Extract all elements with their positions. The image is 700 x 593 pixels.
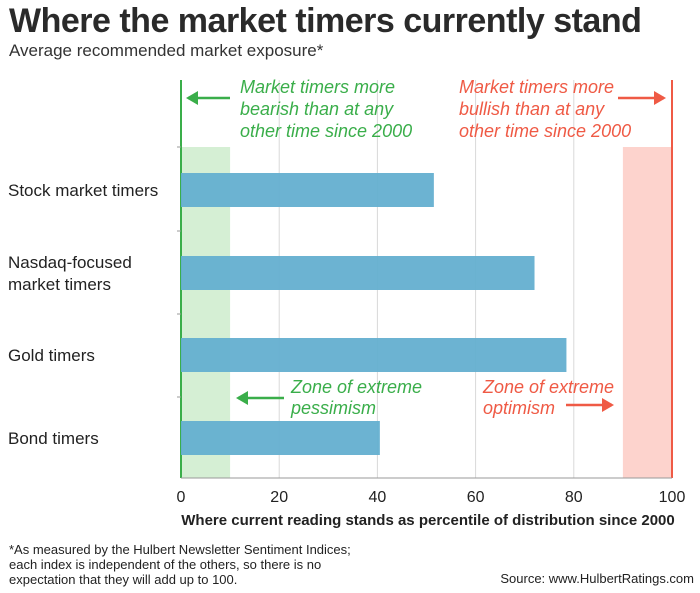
x-tick-label: 60 [467, 489, 485, 506]
footnote-line: *As measured by the Hulbert Newsletter S… [9, 542, 351, 557]
pessimism-arrow-head [236, 391, 248, 405]
footnote: *As measured by the Hulbert Newsletter S… [9, 542, 429, 587]
x-tick-label: 0 [177, 489, 186, 506]
optimism-arrow-head [602, 398, 614, 412]
bar [181, 256, 535, 290]
pessimism-annotation: pessimism [290, 398, 376, 418]
x-axis-label: Where current reading stands as percenti… [181, 512, 674, 529]
chart-title: Where the market timers currently stand [9, 2, 642, 40]
bearish-annotation: other time since 2000 [240, 121, 412, 141]
chart-subtitle: Average recommended market exposure* [9, 41, 324, 60]
bearish-annotation: bearish than at any [240, 99, 394, 119]
pessimism-annotation: Zone of extreme [290, 377, 422, 397]
x-tick-label: 80 [565, 489, 583, 506]
category-label: Bond timers [8, 429, 99, 448]
bar [181, 338, 567, 372]
optimism-zone [622, 147, 672, 478]
category-label: Gold timers [8, 346, 95, 365]
category-label: Stock market timers [8, 181, 158, 200]
market-timers-chart: Stock market timers Nasdaq-focused market … [8, 77, 686, 529]
bearish-annotation: Market timers more [240, 77, 395, 97]
bullish-arrow-head [654, 91, 666, 105]
x-tick-label: 100 [659, 489, 686, 506]
x-tick-label: 40 [369, 489, 387, 506]
category-label: market timers [8, 275, 111, 294]
optimism-annotation: optimism [483, 398, 555, 418]
source-credit: Source: www.HulbertRatings.com [500, 571, 694, 586]
category-label: Nasdaq-focused [8, 253, 132, 272]
x-tick-label: 20 [270, 489, 288, 506]
bearish-arrow-head [186, 91, 198, 105]
footnote-line: expectation that they will add up to 100… [9, 572, 238, 587]
bullish-annotation: other time since 2000 [459, 121, 631, 141]
bar [181, 421, 380, 455]
bullish-annotation: Market timers more [459, 77, 614, 97]
optimism-annotation: Zone of extreme [482, 377, 614, 397]
footnote-line: each index is independent of the others,… [9, 557, 322, 572]
bar [181, 173, 434, 207]
bullish-annotation: bullish than at any [459, 99, 605, 119]
